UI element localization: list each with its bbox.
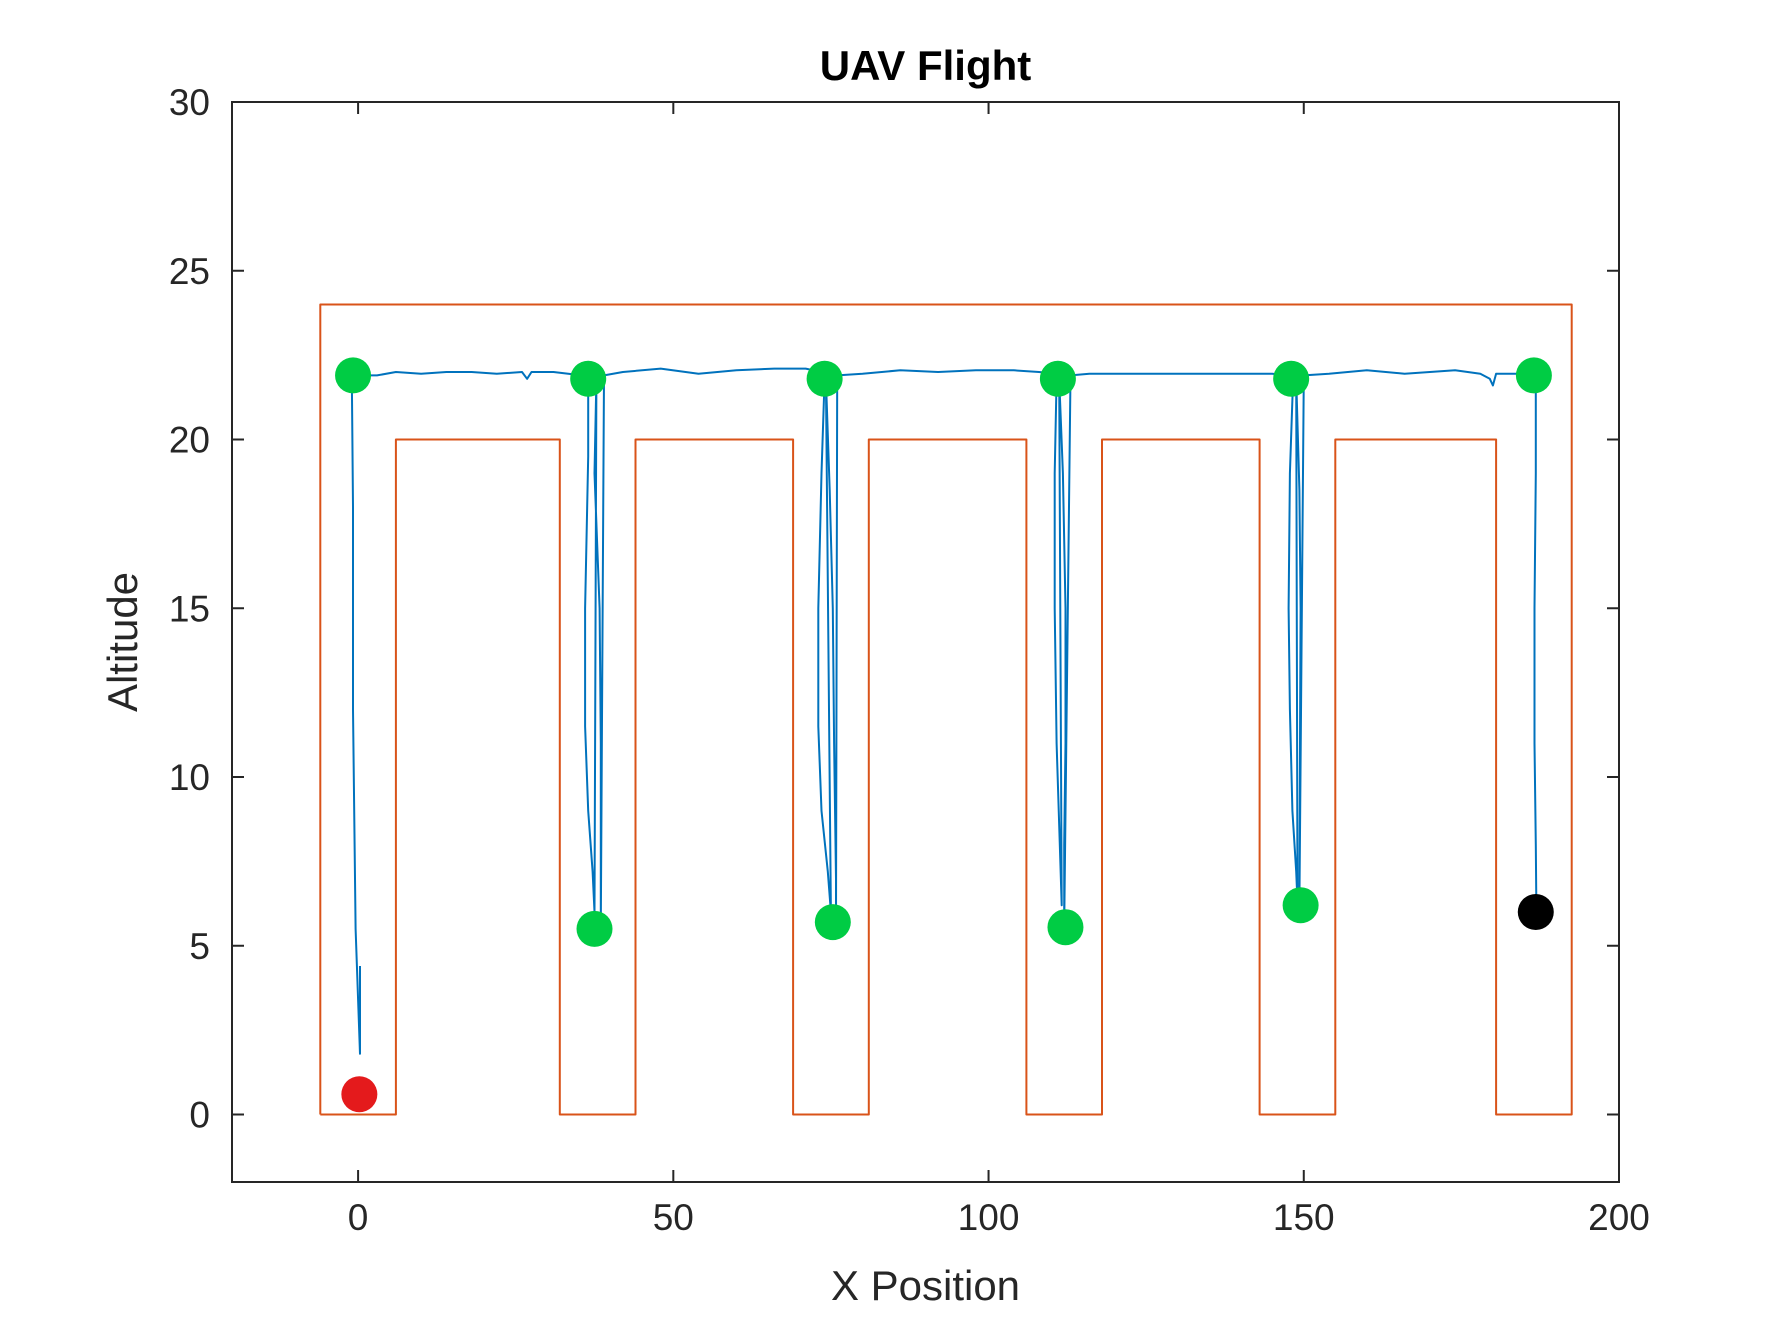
x-axis-label: X Position — [831, 1262, 1020, 1309]
x-tick-label: 200 — [1588, 1197, 1650, 1238]
waypoint-marker-1 — [335, 357, 372, 394]
start-marker-0 — [341, 1076, 378, 1113]
y-tick-label: 25 — [169, 251, 210, 292]
waypoint-marker-10 — [1282, 887, 1319, 924]
waypoint-marker-2 — [570, 360, 607, 397]
y-tick-label: 30 — [169, 82, 210, 123]
waypoint-marker-3 — [806, 360, 843, 397]
y-axis-label: Altitude — [99, 572, 146, 712]
boundary-line — [319, 303, 1573, 1116]
x-tick-label: 50 — [653, 1197, 694, 1238]
y-tick-label: 5 — [189, 926, 210, 967]
y-tick-label: 0 — [189, 1095, 210, 1136]
plot-area — [319, 303, 1573, 1116]
end-marker-11 — [1517, 894, 1554, 930]
x-tick-label: 150 — [1273, 1197, 1335, 1238]
y-tick-label: 20 — [169, 420, 210, 461]
x-tick-label: 0 — [348, 1197, 369, 1238]
y-tick-label: 10 — [169, 757, 210, 798]
waypoint-marker-8 — [814, 904, 851, 941]
axes-box — [231, 101, 1620, 1183]
y-tick-label: 15 — [169, 588, 210, 629]
chart-title: UAV Flight — [820, 42, 1032, 89]
waypoint-marker-6 — [1515, 357, 1552, 394]
waypoint-marker-4 — [1039, 360, 1076, 397]
waypoint-marker-7 — [576, 910, 613, 947]
waypoint-marker-9 — [1047, 909, 1084, 946]
x-tick-label: 100 — [958, 1197, 1020, 1238]
axis-ticks: 0 50 100 150 200 0 5 10 15 20 25 30 — [169, 82, 1650, 1238]
waypoint-marker-5 — [1273, 360, 1310, 397]
